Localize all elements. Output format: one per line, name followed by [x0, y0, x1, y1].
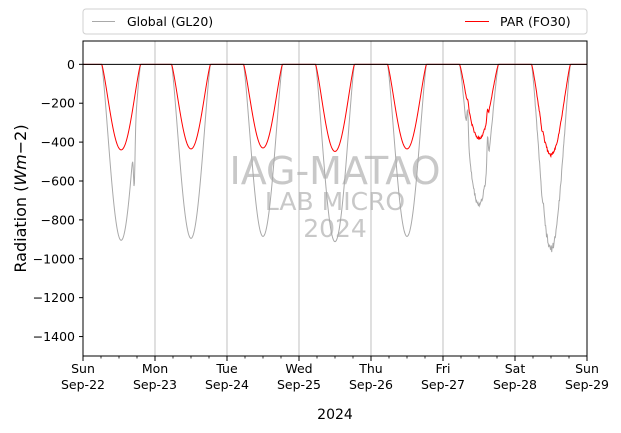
x-tick-day: Mon — [142, 361, 168, 376]
legend-label-par: PAR (FO30) — [500, 14, 571, 29]
watermark-line: 2024 — [303, 214, 367, 243]
y-axis: 0 −200 −400 −600 −800 −1000 −1200 −1400 — [33, 57, 83, 344]
series-line-0 — [83, 63, 587, 253]
y-tick-label: −1000 — [33, 251, 75, 266]
series-line-1 — [83, 63, 587, 159]
x-tick-date: Sep-23 — [133, 377, 177, 392]
legend-box — [82, 8, 588, 35]
x-tick-day: Tue — [215, 361, 238, 376]
y-tick-label: −600 — [41, 174, 75, 189]
x-tick-day: Thu — [358, 361, 382, 376]
x-tick-date: Sep-22 — [61, 377, 105, 392]
x-tick-date: Sep-29 — [565, 377, 609, 392]
series-lines — [83, 63, 587, 253]
x-tick-day: Sun — [71, 361, 95, 376]
x-tick-day: Sat — [505, 361, 526, 376]
x-tick-day: Fri — [436, 361, 451, 376]
x-tick-day: Sun — [575, 361, 599, 376]
legend: Global (GL20) PAR (FO30) — [82, 8, 588, 35]
legend-label-global: Global (GL20) — [127, 14, 213, 29]
y-tick-label: −200 — [41, 96, 75, 111]
y-tick-label: −1400 — [33, 329, 75, 344]
x-gridlines — [154, 41, 516, 356]
x-axis-label: 2024 — [317, 407, 353, 423]
y-axis-label: Radiation (Wm−2) — [11, 124, 30, 272]
x-tick-date: Sep-27 — [421, 377, 465, 392]
y-tick-label: −800 — [41, 212, 75, 227]
watermark-line: IAG-MATAO — [229, 149, 440, 193]
x-axis: SunSep-22MonSep-23TueSep-24WedSep-25ThuS… — [61, 356, 609, 392]
x-tick-date: Sep-26 — [349, 377, 393, 392]
y-tick-label: −400 — [41, 135, 75, 150]
y-tick-label: −1200 — [33, 290, 75, 305]
x-tick-date: Sep-28 — [493, 377, 537, 392]
x-tick-date: Sep-25 — [277, 377, 321, 392]
x-tick-date: Sep-24 — [205, 377, 249, 392]
y-tick-label: 0 — [67, 57, 75, 72]
x-tick-day: Wed — [285, 361, 312, 376]
watermark-line: LAB MICRO — [265, 187, 405, 216]
